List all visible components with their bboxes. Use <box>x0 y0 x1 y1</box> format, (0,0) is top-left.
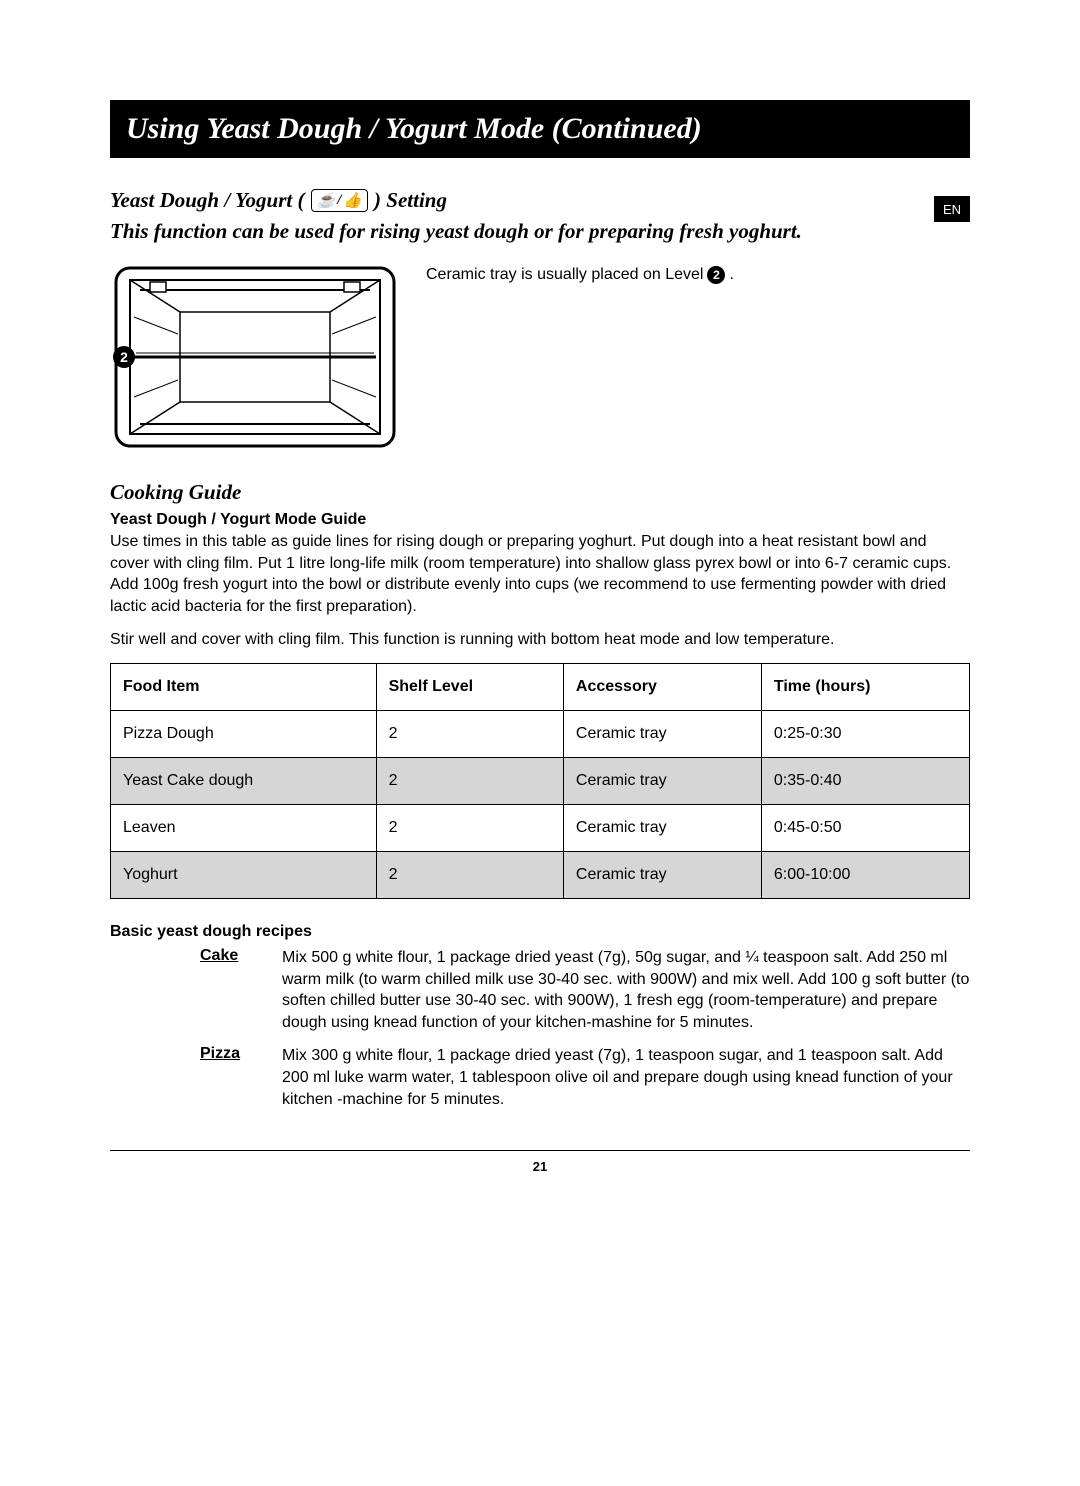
col-accessory: Accessory <box>563 663 761 710</box>
recipe-text: Mix 300 g white flour, 1 package dried y… <box>282 1045 970 1110</box>
guide-para-2: Stir well and cover with cling film. Thi… <box>110 629 970 651</box>
oven-diagram: 2 <box>110 262 400 452</box>
table-row: Leaven2Ceramic tray0:45-0:50 <box>111 804 970 851</box>
setting-heading: Yeast Dough / Yogurt ( ☕ / 👍 ) Setting <box>110 188 970 213</box>
cup-icon: ☕ <box>317 191 336 210</box>
table-row: Yoghurt2Ceramic tray6:00-10:00 <box>111 851 970 898</box>
setting-suffix: ) Setting <box>374 188 447 213</box>
recipes-heading: Basic yeast dough recipes <box>110 923 970 941</box>
recipe-row: Pizza Mix 300 g white flour, 1 package dr… <box>110 1045 970 1110</box>
tray-note-before: Ceramic tray is usually placed on Level <box>426 266 703 284</box>
page-number: 21 <box>533 1159 547 1174</box>
col-shelf: Shelf Level <box>376 663 563 710</box>
guide-subheading: Yeast Dough / Yogurt Mode Guide <box>110 511 970 529</box>
col-time: Time (hours) <box>761 663 969 710</box>
mode-icon-box: ☕ / 👍 <box>311 189 369 212</box>
col-food: Food Item <box>111 663 377 710</box>
tray-note: Ceramic tray is usually placed on Level … <box>426 266 734 284</box>
language-tab: EN <box>934 196 970 222</box>
page-title: Using Yeast Dough / Yogurt Mode (Continu… <box>110 100 970 158</box>
table-cell: 2 <box>376 804 563 851</box>
table-cell: Yeast Cake dough <box>111 757 377 804</box>
table-cell: Ceramic tray <box>563 851 761 898</box>
icon-sep: / <box>337 192 341 209</box>
table-cell: 2 <box>376 710 563 757</box>
table-cell: Ceramic tray <box>563 757 761 804</box>
page-footer: 21 <box>110 1150 970 1174</box>
thumb-icon: 👍 <box>343 191 362 210</box>
table-cell: Pizza Dough <box>111 710 377 757</box>
table-cell: Yoghurt <box>111 851 377 898</box>
recipe-label: Pizza <box>200 1045 258 1110</box>
table-header-row: Food Item Shelf Level Accessory Time (ho… <box>111 663 970 710</box>
table-row: Yeast Cake dough2Ceramic tray0:35-0:40 <box>111 757 970 804</box>
table-row: Pizza Dough2Ceramic tray0:25-0:30 <box>111 710 970 757</box>
table-cell: Leaven <box>111 804 377 851</box>
table-cell: 0:45-0:50 <box>761 804 969 851</box>
recipe-label: Cake <box>200 947 258 1033</box>
guide-table: Food Item Shelf Level Accessory Time (ho… <box>110 663 970 899</box>
cooking-guide-heading: Cooking Guide <box>110 480 970 505</box>
recipe-text: Mix 500 g white flour, 1 package dried y… <box>282 947 970 1033</box>
guide-para-1: Use times in this table as guide lines f… <box>110 531 970 617</box>
level-circle-icon: 2 <box>707 266 725 284</box>
table-cell: 6:00-10:00 <box>761 851 969 898</box>
recipe-row: Cake Mix 500 g white flour, 1 package dri… <box>110 947 970 1033</box>
table-cell: 2 <box>376 851 563 898</box>
level-badge-text: 2 <box>120 349 128 365</box>
table-cell: 0:35-0:40 <box>761 757 969 804</box>
setting-prefix: Yeast Dough / Yogurt ( <box>110 188 305 213</box>
table-cell: 2 <box>376 757 563 804</box>
intro-text: This function can be used for rising yea… <box>110 219 870 244</box>
table-cell: 0:25-0:30 <box>761 710 969 757</box>
table-cell: Ceramic tray <box>563 710 761 757</box>
table-cell: Ceramic tray <box>563 804 761 851</box>
tray-note-after: . <box>729 266 733 284</box>
